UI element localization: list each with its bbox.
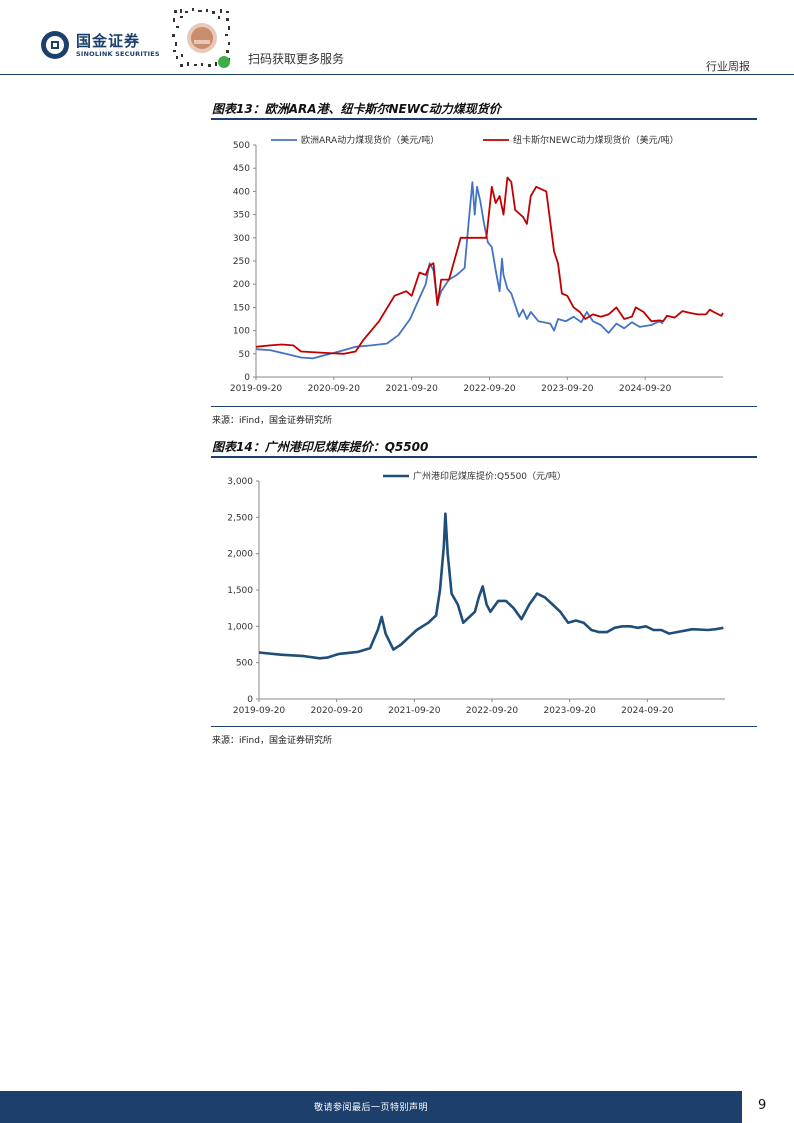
y-tick-label: 150: [233, 303, 250, 313]
brand-logo: 国金证券 SINOLINK SECURITIES: [40, 30, 160, 60]
x-tick-label: 2019-09-20: [233, 706, 286, 716]
x-tick-label: 2022-09-20: [463, 384, 516, 394]
y-tick-label: 50: [239, 350, 251, 360]
series-line-2: [255, 176, 724, 355]
figure-14-bottom-rule: [211, 726, 757, 727]
x-tick-label: 2021-09-20: [388, 706, 441, 716]
x-tick-label: 2024-09-20: [619, 384, 672, 394]
series-line-1: [255, 181, 664, 360]
page-header: 国金证券 SINOLINK SECURITIES 扫码获取更多服务 行业周报: [0, 0, 794, 78]
footer-bar: 敬请参阅最后一页特别声明: [0, 1091, 742, 1123]
x-tick-label: 2023-09-20: [541, 384, 594, 394]
sinolink-logo-icon: [41, 31, 69, 59]
x-tick-label: 2020-09-20: [311, 706, 364, 716]
x-tick-label: 2019-09-20: [230, 384, 283, 394]
y-tick-label: 2,500: [227, 513, 253, 523]
y-tick-label: 100: [233, 327, 250, 337]
ara-newc-coal-price-chart: 0 50 100 150 200 250 300 350 400 450 500 2019-09-20…: [230, 134, 724, 394]
x-tick-label: 2024-09-20: [621, 706, 674, 716]
brand-name-cn: 国金证券: [76, 31, 141, 50]
figure-13-title: 图表13：欧洲ARA港、纽卡斯尔NEWC动力煤现货价: [212, 102, 501, 116]
footer-disclaimer[interactable]: 敬请参阅最后一页特别声明: [313, 1103, 428, 1113]
y-tick-label: 1,000: [227, 622, 253, 632]
page-footer: 敬请参阅最后一页特别声明 9: [0, 1091, 794, 1123]
x-tick-label: 2022-09-20: [466, 706, 519, 716]
y-tick-label: 250: [233, 257, 250, 267]
page-number: 9: [758, 1098, 767, 1113]
y-tick-label: 0: [247, 695, 253, 705]
x-tick-label: 2023-09-20: [544, 706, 597, 716]
y-tick-label: 500: [233, 141, 250, 151]
figure-13-bottom-rule: [211, 406, 757, 407]
report-type: 行业周报: [706, 60, 750, 73]
y-tick-label: 1,500: [227, 586, 253, 596]
header-divider: [0, 74, 794, 75]
legend-label-1: 欧洲ARA动力煤现货价（美元/吨）: [301, 134, 439, 146]
figure-14-top-rule: [211, 456, 757, 458]
y-tick-label: 300: [233, 234, 250, 244]
legend-label-1: 广州港印尼煤库提价:Q5500（元/吨）: [413, 470, 566, 482]
y-tick-label: 0: [244, 373, 250, 383]
y-tick-label: 500: [236, 659, 253, 669]
scan-prompt: 扫码获取更多服务: [248, 52, 345, 66]
brand-name-en: SINOLINK SECURITIES: [76, 49, 160, 58]
y-tick-label: 3,000: [227, 477, 253, 487]
guangzhou-indonesian-coal-price-chart: 0 500 1,000 1,500 2,000 2,500 3,000 2019-09-20 2…: [227, 470, 725, 716]
y-tick-label: 2,000: [227, 550, 253, 560]
figure-14-title: 图表14：广州港印尼煤库提价：Q5500: [212, 440, 429, 454]
legend-label-2: 纽卡斯尔NEWC动力煤现货价（美元/吨）: [513, 134, 679, 146]
y-tick-label: 350: [233, 211, 250, 221]
y-tick-label: 200: [233, 280, 250, 290]
figure-13-source: 来源：iFind，国金证券研究所: [212, 416, 332, 426]
figure-13-top-rule: [211, 118, 757, 120]
x-tick-label: 2020-09-20: [308, 384, 361, 394]
y-tick-label: 450: [233, 164, 250, 174]
qr-code-icon[interactable]: [170, 6, 234, 70]
series-line-1: [258, 512, 724, 660]
y-tick-label: 400: [233, 187, 250, 197]
figure-14-source: 来源：iFind，国金证券研究所: [212, 736, 332, 746]
x-tick-label: 2021-09-20: [386, 384, 439, 394]
